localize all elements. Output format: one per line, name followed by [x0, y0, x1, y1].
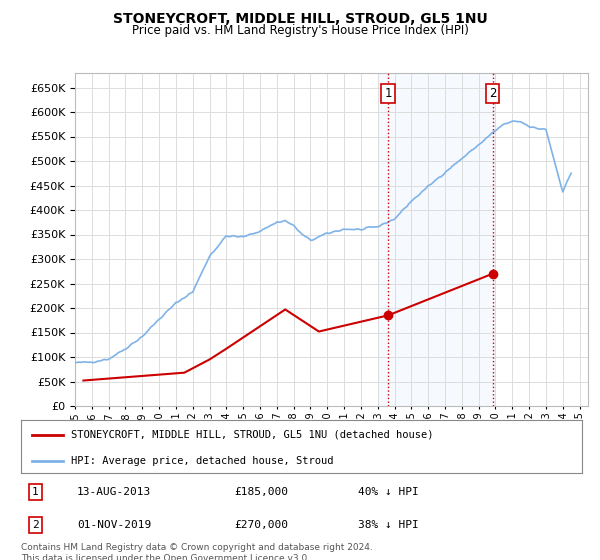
Text: STONEYCROFT, MIDDLE HILL, STROUD, GL5 1NU (detached house): STONEYCROFT, MIDDLE HILL, STROUD, GL5 1N…: [71, 430, 434, 440]
Text: 40% ↓ HPI: 40% ↓ HPI: [358, 487, 418, 497]
Text: 2: 2: [32, 520, 38, 530]
Text: Price paid vs. HM Land Registry's House Price Index (HPI): Price paid vs. HM Land Registry's House …: [131, 24, 469, 37]
Text: STONEYCROFT, MIDDLE HILL, STROUD, GL5 1NU: STONEYCROFT, MIDDLE HILL, STROUD, GL5 1N…: [113, 12, 487, 26]
Text: £270,000: £270,000: [234, 520, 288, 530]
Text: 38% ↓ HPI: 38% ↓ HPI: [358, 520, 418, 530]
Text: 2: 2: [489, 87, 496, 100]
Text: 13-AUG-2013: 13-AUG-2013: [77, 487, 151, 497]
Text: 1: 1: [385, 87, 392, 100]
Bar: [378, 73, 496, 406]
Text: Contains HM Land Registry data © Crown copyright and database right 2024.
This d: Contains HM Land Registry data © Crown c…: [21, 543, 373, 560]
Text: HPI: Average price, detached house, Stroud: HPI: Average price, detached house, Stro…: [71, 456, 334, 466]
Text: 01-NOV-2019: 01-NOV-2019: [77, 520, 151, 530]
Text: 1: 1: [32, 487, 38, 497]
Text: £185,000: £185,000: [234, 487, 288, 497]
